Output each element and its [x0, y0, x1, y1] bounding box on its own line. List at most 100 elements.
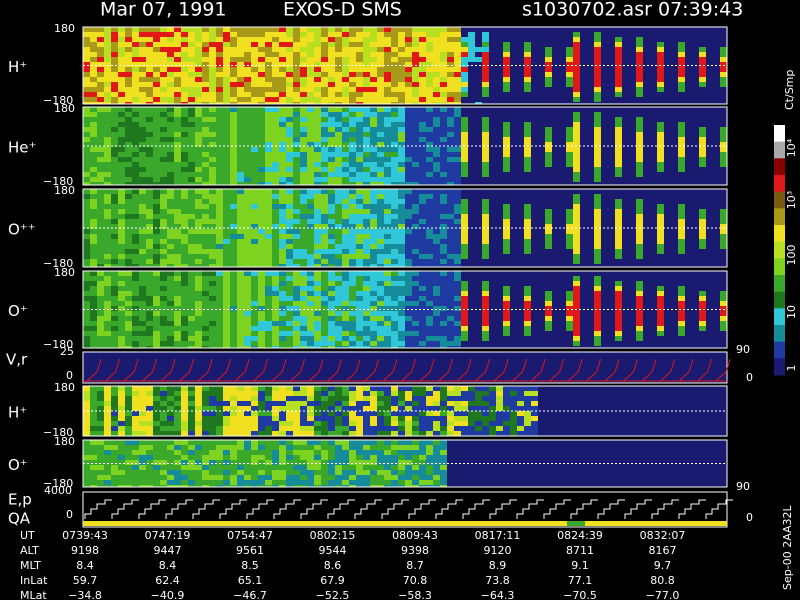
spectrogram-cell — [202, 470, 209, 480]
spectrogram-cell — [202, 57, 209, 62]
spectrogram-cell — [370, 341, 377, 346]
spectrogram-cell — [349, 117, 356, 127]
spectrogram-cell — [181, 162, 188, 167]
spectrogram-cell — [216, 77, 223, 87]
spectrogram-cell — [433, 386, 440, 391]
spectrogram-cell — [447, 147, 454, 152]
spectrogram-cell — [566, 47, 573, 57]
spectrogram-cell — [188, 182, 195, 185]
spectrogram-cell — [342, 321, 349, 331]
spectrogram-cell — [377, 440, 384, 450]
spectrogram-cell — [398, 316, 405, 331]
spectrogram-cell — [391, 301, 398, 306]
spectrogram-cell — [657, 27, 664, 42]
spectrogram-cell — [398, 281, 405, 286]
spectrogram-cell — [286, 87, 293, 97]
spectrogram-cell — [174, 52, 181, 57]
spectrogram-cell — [146, 209, 153, 219]
spectrogram-cell — [174, 460, 181, 465]
spectrogram-cell — [167, 470, 174, 475]
spectrogram-cell — [251, 97, 258, 104]
spectrogram-cell — [230, 396, 237, 401]
spectrogram-cell — [321, 336, 328, 346]
spectrogram-cell — [363, 406, 370, 411]
spectrogram-cell — [146, 117, 153, 122]
spectrogram-cell — [83, 296, 90, 301]
spectrogram-cell — [678, 271, 685, 286]
spectrogram-cell — [615, 249, 622, 259]
spectrogram-cell — [286, 172, 293, 177]
spectrogram-cell — [174, 162, 181, 185]
spectrogram-cell — [223, 465, 230, 470]
spectrogram-cell — [391, 480, 398, 487]
spectrogram-cell — [384, 157, 391, 162]
spectrogram-cell — [419, 57, 426, 62]
spectrogram-cell — [174, 209, 181, 224]
spectrogram-cell — [90, 137, 97, 147]
spectrogram-cell — [356, 62, 363, 72]
spectrogram-cell — [125, 306, 132, 311]
spectrogram-cell — [349, 82, 356, 87]
footer-value: 0739:43 — [62, 529, 108, 542]
spectrogram-cell — [321, 167, 328, 172]
spectrogram-cell — [384, 117, 391, 127]
spectrogram-cell — [97, 189, 104, 264]
spectrogram-cell — [573, 264, 580, 267]
spectrogram-cell — [426, 440, 433, 445]
spectrogram-cell — [279, 321, 286, 326]
spectrogram-cell — [300, 296, 307, 301]
spectrogram-cell — [300, 271, 307, 276]
spectrogram-cell — [524, 326, 531, 336]
spectrogram-cell — [90, 286, 97, 296]
spectrogram-cell — [223, 189, 230, 239]
spectrogram-cell — [559, 386, 566, 436]
spectrogram-cell — [307, 416, 314, 421]
spectrogram-cell — [440, 411, 447, 416]
spectrogram-cell — [559, 189, 566, 267]
spectrogram-cell — [90, 386, 97, 426]
spectrogram-cell — [328, 391, 335, 396]
spectrogram-cell — [321, 391, 328, 396]
spectrogram-cell — [524, 107, 531, 122]
spectrogram-cell — [426, 480, 433, 485]
spectrogram-cell — [118, 431, 125, 436]
spectrogram-cell — [321, 450, 328, 460]
spectrogram-cell — [132, 281, 139, 296]
spectrogram-cell — [356, 194, 363, 199]
spectrogram-cell — [216, 276, 223, 348]
spectrogram-cell — [104, 475, 111, 480]
spectrogram-cell — [153, 306, 160, 311]
spectrogram-cell — [202, 276, 209, 291]
spectrogram-cell — [216, 401, 223, 406]
spectrogram-cell — [384, 426, 391, 431]
spectrogram-cell — [258, 391, 265, 401]
spectrogram-cell — [314, 147, 321, 152]
spectrogram-cell — [706, 440, 713, 487]
spectrogram-cell — [391, 97, 398, 102]
spectrogram-cell — [482, 391, 489, 396]
spectrogram-cell — [482, 386, 489, 391]
spectrogram-cell — [349, 426, 356, 431]
spectrogram-cell — [202, 440, 209, 455]
spectrogram-cell — [482, 52, 489, 82]
spectrogram-cell — [83, 102, 90, 104]
spectrogram-cell — [461, 421, 468, 426]
spectrogram-cell — [230, 386, 237, 396]
spectrogram-cell — [643, 27, 650, 104]
spectrogram-cell — [265, 296, 272, 321]
spectrogram-cell — [433, 147, 440, 157]
spectrogram-cell — [216, 37, 223, 42]
spectrogram-cell — [202, 167, 209, 182]
spectrogram-cell — [209, 440, 216, 450]
spectrogram-cell — [188, 122, 195, 127]
spectrogram-cell — [328, 416, 335, 431]
spectrogram-cell — [146, 396, 153, 406]
spectrogram-cell — [370, 450, 377, 455]
spectrogram-cell — [90, 326, 97, 331]
spectrogram-cell — [181, 391, 188, 421]
spectrogram-cell — [678, 440, 685, 487]
footer-value: −40.9 — [151, 589, 185, 600]
spectrogram-cell — [321, 460, 328, 485]
spectrogram-cell — [363, 27, 370, 32]
spectrogram-cell — [657, 42, 664, 47]
